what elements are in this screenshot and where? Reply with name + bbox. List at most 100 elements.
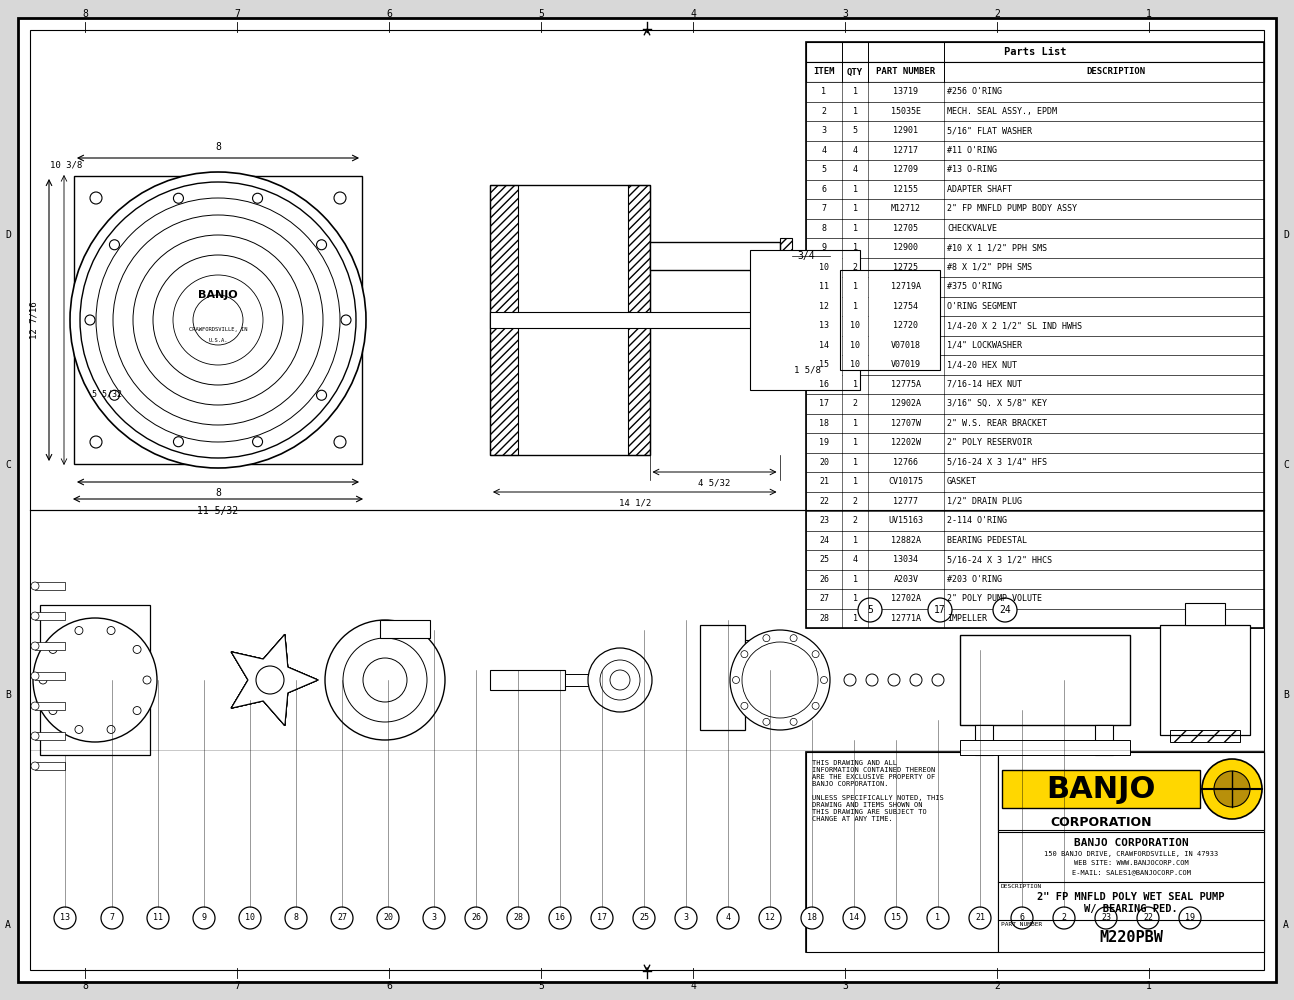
Text: 12775A: 12775A: [892, 380, 921, 389]
Circle shape: [193, 907, 215, 929]
Text: 1: 1: [853, 477, 858, 486]
Text: 12717: 12717: [893, 146, 919, 155]
Text: 2" FP MNFLD POLY WET SEAL PUMP: 2" FP MNFLD POLY WET SEAL PUMP: [1038, 892, 1224, 902]
Text: ADAPTER SHAFT: ADAPTER SHAFT: [947, 185, 1012, 194]
Text: PART NUMBER: PART NUMBER: [1002, 922, 1042, 927]
Text: 7/16-14 HEX NUT: 7/16-14 HEX NUT: [947, 380, 1022, 389]
Text: 10: 10: [850, 341, 861, 350]
Text: DESCRIPTION: DESCRIPTION: [1002, 884, 1042, 889]
Bar: [806, 414, 1264, 433]
Text: 1/2" DRAIN PLUG: 1/2" DRAIN PLUG: [947, 497, 1022, 506]
Circle shape: [144, 676, 151, 684]
Text: #375 O'RING: #375 O'RING: [947, 282, 1002, 291]
Bar: [35, 762, 65, 770]
Text: C: C: [1284, 460, 1289, 470]
Text: 17: 17: [934, 605, 946, 615]
Text: 11: 11: [819, 282, 829, 291]
Bar: [960, 740, 1130, 755]
Text: DESCRIPTION: DESCRIPTION: [1087, 68, 1145, 77]
Text: 18: 18: [819, 419, 829, 428]
Bar: [35, 702, 65, 710]
Bar: [35, 582, 65, 590]
Text: 14 1/2: 14 1/2: [619, 498, 651, 507]
Bar: [74, 176, 362, 464]
Text: 26: 26: [819, 575, 829, 584]
Circle shape: [107, 725, 115, 733]
Text: #256 O'RING: #256 O'RING: [947, 87, 1002, 96]
Circle shape: [173, 437, 184, 447]
Text: 8: 8: [822, 224, 827, 233]
Text: 1: 1: [853, 458, 858, 467]
Text: #10 X 1 1/2" PPH SMS: #10 X 1 1/2" PPH SMS: [947, 243, 1047, 252]
Bar: [35, 672, 65, 680]
Circle shape: [741, 702, 748, 709]
Text: 1: 1: [1146, 981, 1152, 991]
Text: 2: 2: [853, 497, 858, 506]
Text: 17: 17: [819, 399, 829, 408]
Bar: [806, 472, 1264, 491]
Text: 12719A: 12719A: [892, 282, 921, 291]
Bar: [806, 570, 1264, 589]
Bar: [600, 676, 620, 684]
Text: BEARING PEDESTAL: BEARING PEDESTAL: [947, 536, 1027, 545]
Bar: [806, 82, 1264, 102]
Text: 1: 1: [1146, 9, 1152, 19]
Bar: [806, 42, 1264, 628]
Circle shape: [31, 642, 39, 650]
Circle shape: [49, 645, 57, 653]
Text: BANJO: BANJO: [198, 290, 238, 300]
Bar: [35, 612, 65, 620]
Bar: [35, 732, 65, 740]
Text: M220PBW: M220PBW: [1099, 930, 1163, 946]
Text: A203V: A203V: [893, 575, 919, 584]
Bar: [490, 670, 565, 690]
Bar: [806, 102, 1264, 121]
Text: 12902A: 12902A: [892, 399, 921, 408]
Text: 13: 13: [60, 914, 70, 922]
Bar: [806, 238, 1264, 257]
Circle shape: [85, 315, 94, 325]
Circle shape: [75, 725, 83, 733]
Text: 1: 1: [853, 224, 858, 233]
Text: 12702A: 12702A: [892, 594, 921, 603]
Circle shape: [813, 702, 819, 709]
Circle shape: [423, 907, 445, 929]
Circle shape: [730, 630, 829, 730]
Polygon shape: [232, 634, 318, 726]
Bar: [998, 752, 1264, 830]
Text: 21: 21: [974, 914, 985, 922]
Text: 1: 1: [853, 380, 858, 389]
Circle shape: [331, 907, 353, 929]
Text: 15: 15: [892, 914, 901, 922]
Circle shape: [813, 651, 819, 658]
Circle shape: [732, 676, 739, 684]
Bar: [40, 605, 150, 755]
Text: 8: 8: [215, 488, 221, 498]
Text: 10: 10: [819, 263, 829, 272]
Bar: [700, 625, 745, 730]
Text: D: D: [1284, 230, 1289, 240]
Bar: [806, 296, 1264, 316]
Circle shape: [54, 907, 76, 929]
Circle shape: [633, 907, 655, 929]
Bar: [490, 185, 518, 455]
Bar: [806, 121, 1264, 140]
Text: CHECKVALVE: CHECKVALVE: [947, 224, 996, 233]
Text: 24: 24: [819, 536, 829, 545]
Bar: [745, 640, 765, 715]
Text: 2: 2: [1061, 914, 1066, 922]
Text: 9: 9: [202, 914, 207, 922]
Text: 1: 1: [853, 185, 858, 194]
Bar: [806, 219, 1264, 238]
Text: 14: 14: [849, 914, 859, 922]
Text: 1: 1: [853, 243, 858, 252]
Text: 2-114 O'RING: 2-114 O'RING: [947, 516, 1007, 525]
Bar: [1095, 725, 1113, 755]
Bar: [806, 199, 1264, 219]
Text: 8: 8: [82, 9, 88, 19]
Circle shape: [1202, 759, 1262, 819]
Text: 26: 26: [471, 914, 481, 922]
Circle shape: [110, 240, 119, 250]
Text: PART NUMBER: PART NUMBER: [876, 68, 936, 77]
Text: 20: 20: [819, 458, 829, 467]
